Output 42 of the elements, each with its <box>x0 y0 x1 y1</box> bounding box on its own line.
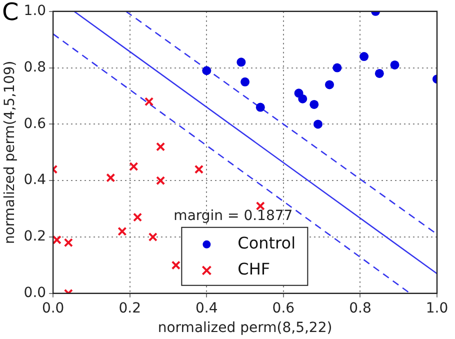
point <box>256 102 265 112</box>
point <box>240 77 250 86</box>
x-axis-title: normalized perm(8,5,22) <box>158 320 332 336</box>
x-tick-label: 0.0 <box>42 300 64 316</box>
point <box>171 260 180 270</box>
point <box>202 66 212 76</box>
point <box>360 52 369 62</box>
x-tick-label: 0.6 <box>272 300 295 316</box>
point <box>374 68 384 78</box>
chart-title: C <box>2 0 19 26</box>
point <box>148 232 158 242</box>
point <box>236 58 246 67</box>
point <box>118 226 127 236</box>
point <box>313 120 322 129</box>
legend-label: CHF <box>238 260 270 279</box>
point <box>106 173 116 182</box>
point <box>298 94 308 104</box>
point <box>144 97 154 106</box>
y-axis-title: normalized perm(4,5,109) <box>2 60 18 244</box>
point <box>332 63 342 72</box>
x-tick-label: 1.0 <box>426 300 448 316</box>
point <box>310 100 319 109</box>
annotation: margin = 0.1877 <box>174 208 293 224</box>
point <box>132 212 142 222</box>
point <box>129 162 138 172</box>
y-tick-label: 0.8 <box>24 59 46 76</box>
y-tick-label: 0.6 <box>24 116 46 132</box>
point <box>390 60 400 70</box>
y-tick-label: 0.2 <box>24 228 46 245</box>
x-tick-label: 0.4 <box>196 300 218 316</box>
y-tick-label: 0.4 <box>24 172 46 188</box>
y-tick-label: 0.0 <box>24 285 46 302</box>
point <box>156 142 166 152</box>
x-tick-label: 0.2 <box>118 300 141 316</box>
point <box>194 164 204 174</box>
point <box>325 80 334 90</box>
y-tick-label: 1.0 <box>24 3 46 20</box>
point <box>156 176 166 186</box>
x-tick-label: 0.8 <box>349 300 372 316</box>
legend-label: Control <box>238 234 296 253</box>
point <box>53 235 62 244</box>
point <box>64 238 73 248</box>
